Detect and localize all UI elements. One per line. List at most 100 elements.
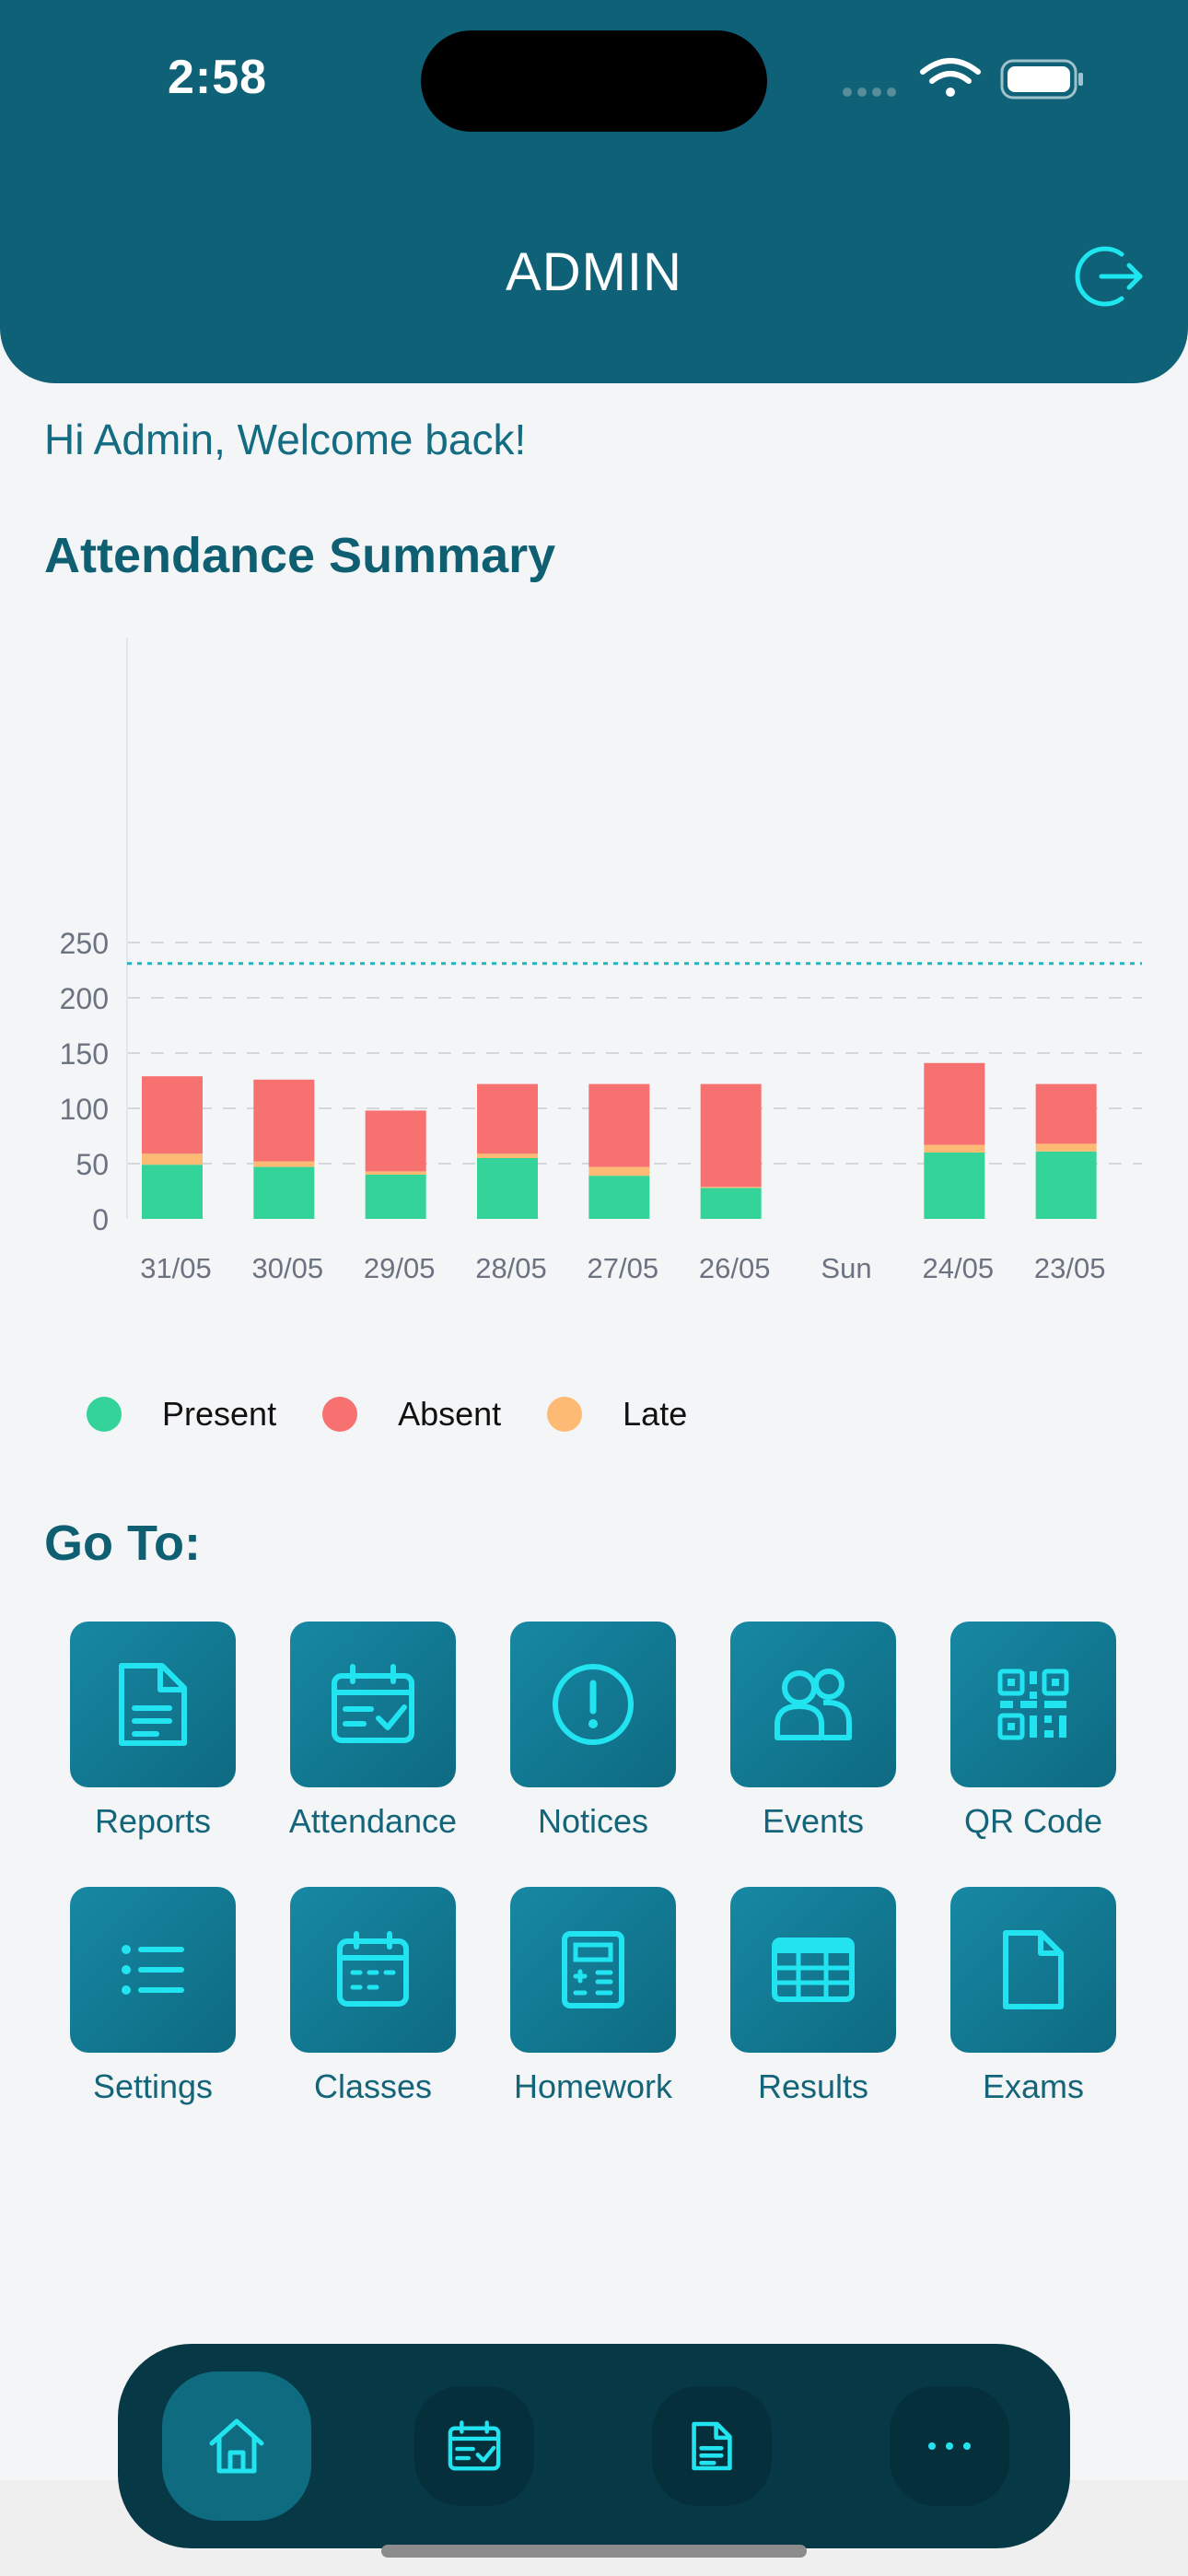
bar-segment-absent: [700, 1083, 762, 1188]
home-icon: [209, 2418, 264, 2474]
tile-results[interactable]: Results: [730, 1887, 896, 2105]
x-tick-label: 27/05: [588, 1252, 659, 1284]
tile-label: Exams: [982, 2067, 1085, 2105]
tile-exams[interactable]: Exams: [950, 1887, 1116, 2105]
header-title: ADMIN: [506, 242, 682, 302]
app-header: 2:58 ADMIN: [0, 0, 1188, 383]
tile-label: Homework: [513, 2067, 673, 2105]
bar-segment-present: [700, 1188, 762, 1219]
dynamic-island: [421, 30, 767, 132]
signal-icon: [843, 88, 896, 97]
bar-segment-late: [588, 1166, 650, 1177]
bar-segment-late: [253, 1161, 315, 1167]
notices-icon: [553, 1664, 634, 1745]
bar-segment-late: [477, 1153, 538, 1158]
attendance-chart: 0 50 100 150 200 250 31/05 30/05 29/05 28/05 27/05…: [60, 638, 1142, 1284]
tile-qr-code[interactable]: QR Code: [950, 1622, 1116, 1840]
tile-label: Events: [762, 1802, 865, 1840]
x-tick-label: 28/05: [475, 1252, 547, 1284]
bar-segment-absent: [588, 1083, 650, 1167]
bar-segment-absent: [253, 1079, 315, 1162]
nav-attendance[interactable]: [414, 2386, 534, 2506]
tile-settings[interactable]: Settings: [70, 1887, 236, 2105]
x-tick-label: 29/05: [364, 1252, 436, 1284]
tile-events[interactable]: Events: [730, 1622, 896, 1840]
tile-label: Notices: [537, 1802, 649, 1840]
tile-label: QR Code: [963, 1802, 1103, 1840]
y-tick-label: 100: [60, 1093, 109, 1126]
bar-segment-absent: [924, 1062, 985, 1145]
events-icon: [775, 1669, 852, 1740]
bar-segment-late: [924, 1144, 985, 1153]
logout-icon[interactable]: [1074, 241, 1144, 311]
settings-list-icon: [122, 1945, 184, 1995]
reports-icon: [119, 1663, 187, 1746]
homework-icon: [562, 1931, 624, 2008]
bar-segment-absent: [477, 1083, 538, 1154]
legend-label: Late: [623, 1395, 688, 1433]
battery-icon: [1000, 59, 1083, 100]
x-tick-label: 23/05: [1034, 1252, 1106, 1284]
attendance-summary-title: Attendance Summary: [44, 528, 556, 583]
x-tick-label: 31/05: [140, 1252, 212, 1284]
bar-segment-absent: [1035, 1083, 1097, 1144]
qr-code-icon: [997, 1669, 1069, 1740]
attendance-icon: [448, 2420, 501, 2471]
legend-item-late: Late: [547, 1395, 687, 1434]
home-indicator: [381, 2545, 807, 2558]
x-tick-label: Sun: [821, 1252, 871, 1284]
bar-segment-present: [477, 1158, 538, 1219]
legend-label: Absent: [398, 1395, 502, 1433]
bar-segment-late: [1035, 1143, 1097, 1152]
bottom-nav: [118, 2344, 1070, 2548]
y-tick-label: 250: [60, 927, 109, 960]
document-icon: [692, 2421, 732, 2471]
legend-item-present: Present: [87, 1395, 276, 1434]
bar-segment-absent: [365, 1110, 426, 1172]
goto-title: Go To:: [44, 1516, 201, 1571]
legend-dot-absent: [322, 1397, 358, 1432]
bar-segment-late: [142, 1153, 203, 1165]
chart-legend: Present Absent Late: [87, 1391, 733, 1437]
exams-icon: [1003, 1930, 1064, 2009]
status-icons: [843, 58, 1083, 100]
more-icon: [928, 2442, 971, 2450]
nav-home[interactable]: [162, 2371, 311, 2521]
tile-reports[interactable]: Reports: [70, 1622, 236, 1840]
x-tick-label: 24/05: [923, 1252, 995, 1284]
legend-dot-present: [87, 1397, 122, 1432]
legend-dot-late: [547, 1397, 583, 1432]
tile-label: Settings: [92, 2067, 214, 2105]
tile-label: Reports: [94, 1802, 212, 1840]
tile-homework[interactable]: Homework: [510, 1887, 676, 2105]
bar-segment-present: [142, 1165, 203, 1219]
nav-more[interactable]: [890, 2386, 1009, 2506]
tile-classes[interactable]: Classes: [290, 1887, 456, 2105]
bar-segment-absent: [142, 1076, 203, 1154]
legend-label: Present: [162, 1395, 277, 1433]
bar-segment-present: [588, 1176, 650, 1219]
y-tick-label: 50: [76, 1148, 109, 1181]
x-tick-label: 30/05: [252, 1252, 324, 1284]
y-tick-label: 150: [60, 1037, 109, 1071]
bar-segment-present: [1035, 1151, 1097, 1219]
bar-segment-present: [253, 1166, 315, 1219]
results-icon: [772, 1938, 855, 2002]
bar-segment-late: [700, 1187, 762, 1188]
tile-attendance[interactable]: Attendance: [289, 1622, 457, 1840]
y-tick-label: 0: [92, 1203, 109, 1236]
tile-notices[interactable]: Notices: [510, 1622, 676, 1840]
status-time: 2:58: [168, 51, 268, 104]
bar-segment-late: [365, 1171, 426, 1175]
nav-documents[interactable]: [652, 2386, 772, 2506]
tile-label: Classes: [313, 2067, 433, 2105]
y-tick-label: 200: [60, 982, 109, 1015]
legend-item-absent: Absent: [322, 1395, 501, 1434]
x-tick-label: 26/05: [699, 1252, 771, 1284]
wifi-icon: [920, 58, 981, 97]
attendance-icon: [332, 1664, 414, 1743]
tile-label: Results: [757, 2067, 869, 2105]
classes-icon: [337, 1931, 409, 2007]
welcome-text: Hi Admin, Welcome back!: [44, 416, 527, 463]
bar-segment-present: [365, 1175, 426, 1219]
